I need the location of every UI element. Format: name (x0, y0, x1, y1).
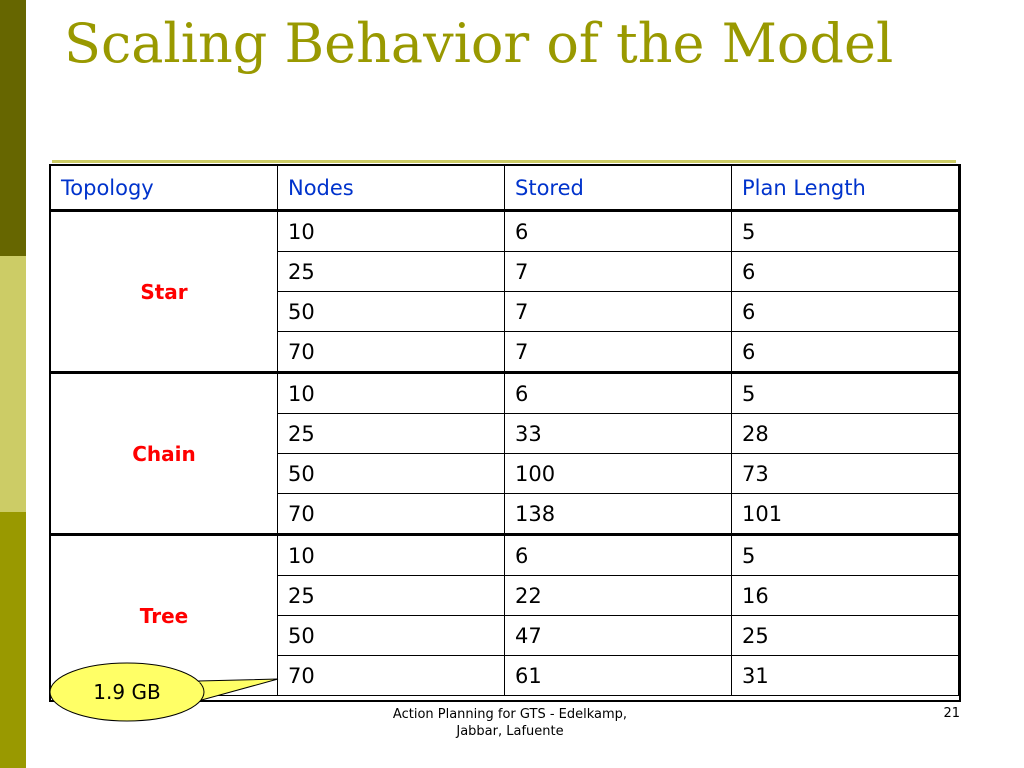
nodes-cell: 70 (277, 655, 505, 696)
stored-cell: 33 (504, 413, 732, 454)
callout-bubble-shape (49, 662, 279, 722)
header-topology: Topology (50, 165, 278, 211)
footer-line-2: Jabbar, Lafuente (456, 724, 564, 739)
stored-cell: 22 (504, 575, 732, 616)
topology-cell-star: Star (50, 209, 278, 373)
scaling-table: Topology Nodes Stored Plan Length Star 1… (50, 165, 959, 696)
table-row: Tree 10 6 5 (50, 533, 959, 696)
sidebar-mid-band (0, 512, 26, 768)
table-row: 50 100 73 (51, 453, 959, 494)
memory-callout: 1.9 GB (48, 661, 284, 723)
table-row: Star 10 6 5 (50, 209, 959, 373)
slide-sidebar (0, 0, 26, 768)
stored-cell: 7 (504, 291, 732, 332)
stored-cell: 7 (504, 331, 732, 373)
nodes-cell: 50 (277, 615, 505, 656)
nodes-cell: 25 (277, 251, 505, 292)
header-stored: Stored (504, 165, 732, 211)
table-row: 70 61 31 (51, 655, 959, 696)
page-number: 21 (943, 706, 960, 721)
nodes-cell: 10 (277, 209, 505, 252)
plan-length-cell: 6 (731, 251, 959, 292)
stored-cell: 6 (504, 533, 732, 576)
slide-title: Scaling Behavior of the Model (64, 12, 894, 75)
stored-cell: 6 (504, 371, 732, 414)
nodes-cell: 70 (277, 493, 505, 535)
footer-text: Action Planning for GTS - Edelkamp, Jabb… (360, 706, 660, 740)
plan-length-cell: 6 (731, 331, 959, 373)
header-nodes: Nodes (277, 165, 505, 211)
stored-cell: 47 (504, 615, 732, 656)
table-row: 25 33 28 (51, 413, 959, 454)
nodes-cell: 10 (277, 533, 505, 576)
header-plan-length: Plan Length (731, 165, 959, 211)
stored-cell: 100 (504, 453, 732, 494)
nodes-cell: 25 (277, 413, 505, 454)
sidebar-dark-band (0, 0, 26, 256)
plan-length-cell: 6 (731, 291, 959, 332)
title-underline (52, 160, 956, 163)
plan-length-cell: 31 (731, 655, 959, 696)
table-header-row: Topology Nodes Stored Plan Length (50, 165, 959, 211)
nodes-cell: 25 (277, 575, 505, 616)
nodes-cell: 10 (277, 371, 505, 414)
plan-length-cell: 28 (731, 413, 959, 454)
topology-cell-chain: Chain (50, 371, 278, 535)
table-row: Chain 10 6 5 (50, 371, 959, 535)
stored-cell: 6 (504, 209, 732, 252)
table-row: 70 138 101 (51, 493, 959, 535)
sidebar-light-band (0, 256, 26, 512)
nodes-cell: 70 (277, 331, 505, 373)
nodes-cell: 50 (277, 453, 505, 494)
stored-cell: 7 (504, 251, 732, 292)
callout-label: 1.9 GB (93, 680, 161, 704)
stored-cell: 61 (504, 655, 732, 696)
plan-length-cell: 5 (731, 533, 959, 576)
stored-cell: 138 (504, 493, 732, 535)
footer-line-1: Action Planning for GTS - Edelkamp, (392, 707, 628, 722)
plan-length-cell: 73 (731, 453, 959, 494)
plan-length-cell: 5 (731, 371, 959, 414)
table-row: 25 7 6 (51, 251, 959, 292)
plan-length-cell: 16 (731, 575, 959, 616)
nodes-cell: 50 (277, 291, 505, 332)
table-row: 50 7 6 (51, 291, 959, 332)
plan-length-cell: 101 (731, 493, 959, 535)
plan-length-cell: 5 (731, 209, 959, 252)
table-row: 25 22 16 (51, 575, 959, 616)
plan-length-cell: 25 (731, 615, 959, 656)
